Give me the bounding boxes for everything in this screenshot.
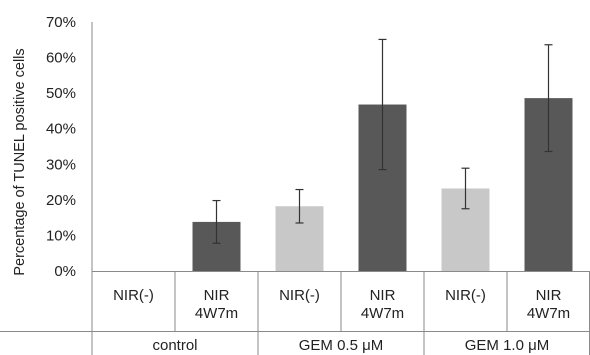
y-tick-label: 70%: [46, 14, 76, 31]
y-tick-label: 40%: [46, 121, 76, 138]
y-tick-label: 50%: [46, 85, 76, 102]
category-label: 4W7m: [195, 305, 238, 322]
group-labels: control GEM 0.5 μM GEM 1.0 μM: [152, 337, 549, 354]
y-tick-labels: 0% 10% 20% 30% 40% 50% 60% 70%: [46, 14, 76, 280]
y-tick-label: 0%: [54, 263, 76, 280]
category-label: NIR: [204, 287, 230, 304]
y-axis-title: Percentage of TUNEL positive cells: [12, 48, 28, 275]
category-label: NIR: [370, 287, 396, 304]
y-tick-label: 30%: [46, 156, 76, 173]
axes: [0, 22, 590, 355]
category-label: NIR(-): [445, 287, 486, 304]
category-label: NIR(-): [113, 287, 154, 304]
group-label: GEM 0.5 μM: [299, 337, 384, 354]
group-label: control: [152, 337, 197, 354]
category-label: 4W7m: [361, 305, 404, 322]
y-tick-label: 60%: [46, 50, 76, 67]
category-label: NIR: [536, 287, 562, 304]
category-label: 4W7m: [527, 305, 570, 322]
error-bars: [212, 38, 553, 244]
y-tick-label: 10%: [46, 227, 76, 244]
group-label: GEM 1.0 μM: [465, 337, 550, 354]
category-label: NIR(-): [279, 287, 320, 304]
y-tick-label: 20%: [46, 192, 76, 209]
